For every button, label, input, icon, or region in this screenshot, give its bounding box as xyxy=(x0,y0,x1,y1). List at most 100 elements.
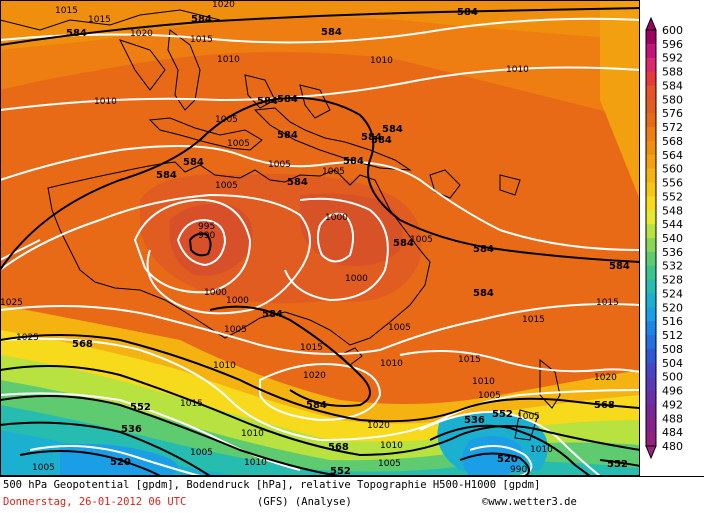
legend-swatch xyxy=(646,362,656,378)
legend-swatch xyxy=(646,418,656,433)
legend-swatch xyxy=(646,30,656,45)
legend-level-label: 492 xyxy=(662,398,683,411)
legend-level-label: 596 xyxy=(662,38,683,51)
geopotential-label: 584 xyxy=(156,170,177,181)
geopotential-label: 584 xyxy=(277,94,298,105)
legend-level-label: 480 xyxy=(662,440,683,453)
geopotential-label: 568 xyxy=(328,442,349,453)
geopotential-label: 552 xyxy=(492,409,513,420)
legend-swatch xyxy=(646,71,656,86)
geopotential-label: 584 xyxy=(257,96,278,107)
isobar-label: 1005 xyxy=(388,323,411,333)
legend-swatch xyxy=(646,168,656,184)
legend-level-label: 552 xyxy=(662,190,683,203)
isobar-labels: 1015 1015 1015 1020 1010 1010 1010 1010 … xyxy=(0,0,619,475)
legend-swatch xyxy=(646,404,656,419)
isobar-label: 1025 xyxy=(0,298,23,308)
legend-level-label: 512 xyxy=(662,329,683,342)
isobar-label: 1015 xyxy=(180,399,203,409)
geopotential-label: 520 xyxy=(497,454,518,465)
geopotential-labels: 584 584 584 584 584 584 584 584 584 584 … xyxy=(66,7,630,476)
legend-swatch xyxy=(646,140,656,156)
legend-swatch xyxy=(646,182,656,197)
isobar-label: 1020 xyxy=(303,371,326,381)
geopotential-label: 520 xyxy=(110,457,131,468)
weather-map: 1015 1015 1015 1020 1010 1010 1010 1010 … xyxy=(0,0,640,476)
geopotential-label: 536 xyxy=(464,415,485,426)
isobar-label: 1020 xyxy=(594,373,617,383)
geopotential-label: 584 xyxy=(457,7,478,18)
isobar-label: 1020 xyxy=(212,0,235,10)
geopotential-label: 584 xyxy=(361,132,382,143)
legend-level-label: 572 xyxy=(662,121,683,134)
legend-level-label: 504 xyxy=(662,357,683,370)
isobar-label: 990 xyxy=(510,465,527,475)
legend-level-label: 508 xyxy=(662,343,683,356)
isobar-label: 1015 xyxy=(596,298,619,308)
geopotential-label: 584 xyxy=(393,238,414,249)
legend-swatch xyxy=(646,238,656,253)
isobar-label: 1000 xyxy=(204,288,227,298)
geopotential-label: 568 xyxy=(72,339,93,350)
legend-outline xyxy=(645,29,657,447)
isobars xyxy=(0,17,640,476)
legend-level-label: 584 xyxy=(662,79,683,92)
geopotential-label: 584 xyxy=(66,28,87,39)
legend-level-label: 588 xyxy=(662,66,683,79)
legend-swatch xyxy=(646,85,656,100)
isobar-label: 1010 xyxy=(380,441,403,451)
geopotential-label: 584 xyxy=(287,177,308,188)
isobar-label: 990 xyxy=(198,231,215,241)
isobar-label: 1015 xyxy=(55,6,78,16)
legend-level-label: 560 xyxy=(662,163,683,176)
legend-level-label: 544 xyxy=(662,218,683,231)
isobar-label: 1010 xyxy=(213,361,236,371)
legend-level-label: 580 xyxy=(662,93,683,106)
isobar-label: 1025 xyxy=(16,333,39,343)
legend-level-label: 548 xyxy=(662,204,683,217)
legend-swatch xyxy=(646,196,656,211)
coastlines xyxy=(0,9,561,441)
isobar-label: 1010 xyxy=(530,445,553,455)
geopotential-label: 584 xyxy=(343,156,364,167)
isobar-label: 1005 xyxy=(322,167,345,177)
isobar-label: 1005 xyxy=(224,325,247,335)
legend-swatch xyxy=(646,279,656,294)
isobar-label: 1010 xyxy=(506,65,529,75)
geopotential-label: 584 xyxy=(321,27,342,38)
legend-swatch xyxy=(646,154,656,170)
geopotential-label: 568 xyxy=(594,400,615,411)
legend-swatch xyxy=(646,43,656,59)
legend-level-label: 564 xyxy=(662,149,683,162)
isobar-label: 1015 xyxy=(190,35,213,45)
legend-swatch xyxy=(646,376,656,392)
geopotential-label: 552 xyxy=(607,459,628,470)
legend-level-label: 540 xyxy=(662,232,683,245)
legend-level-label: 484 xyxy=(662,426,683,439)
map-caption: 500 hPa Geopotential [gpdm], Bodendruck … xyxy=(3,479,541,491)
isobar-label: 1000 xyxy=(345,274,368,284)
isobar-label: 1010 xyxy=(217,55,240,65)
isobar-label: 1005 xyxy=(215,115,238,125)
relative-topography-field xyxy=(0,0,640,476)
legend-swatch xyxy=(646,335,656,350)
legend-level-label: 516 xyxy=(662,315,683,328)
isobar-label: 1005 xyxy=(410,235,433,245)
isobar-label: 1015 xyxy=(522,315,545,325)
isobar-label: 1015 xyxy=(300,343,323,353)
isobar-label: 995 xyxy=(198,222,215,232)
color-legend: 6005965925885845805765725685645605565525… xyxy=(640,0,704,476)
isobar-label: 1015 xyxy=(88,15,111,25)
legend-level-label: 600 xyxy=(662,24,683,37)
legend-swatch xyxy=(646,307,656,322)
isobar-label: 1020 xyxy=(130,29,153,39)
geopotential-label: 584 xyxy=(609,261,630,272)
copyright-link[interactable]: ©www.wetter3.de xyxy=(482,496,577,508)
legend-swatch xyxy=(646,99,656,114)
legend-level-label: 528 xyxy=(662,274,683,287)
legend-swatch xyxy=(646,390,656,405)
isobar-label: 1010 xyxy=(370,56,393,66)
model-run: (GFS) (Analyse) xyxy=(257,496,352,508)
legend-swatch xyxy=(646,432,656,447)
map-date: Donnerstag, 26-01-2012 06 UTC xyxy=(3,496,187,508)
